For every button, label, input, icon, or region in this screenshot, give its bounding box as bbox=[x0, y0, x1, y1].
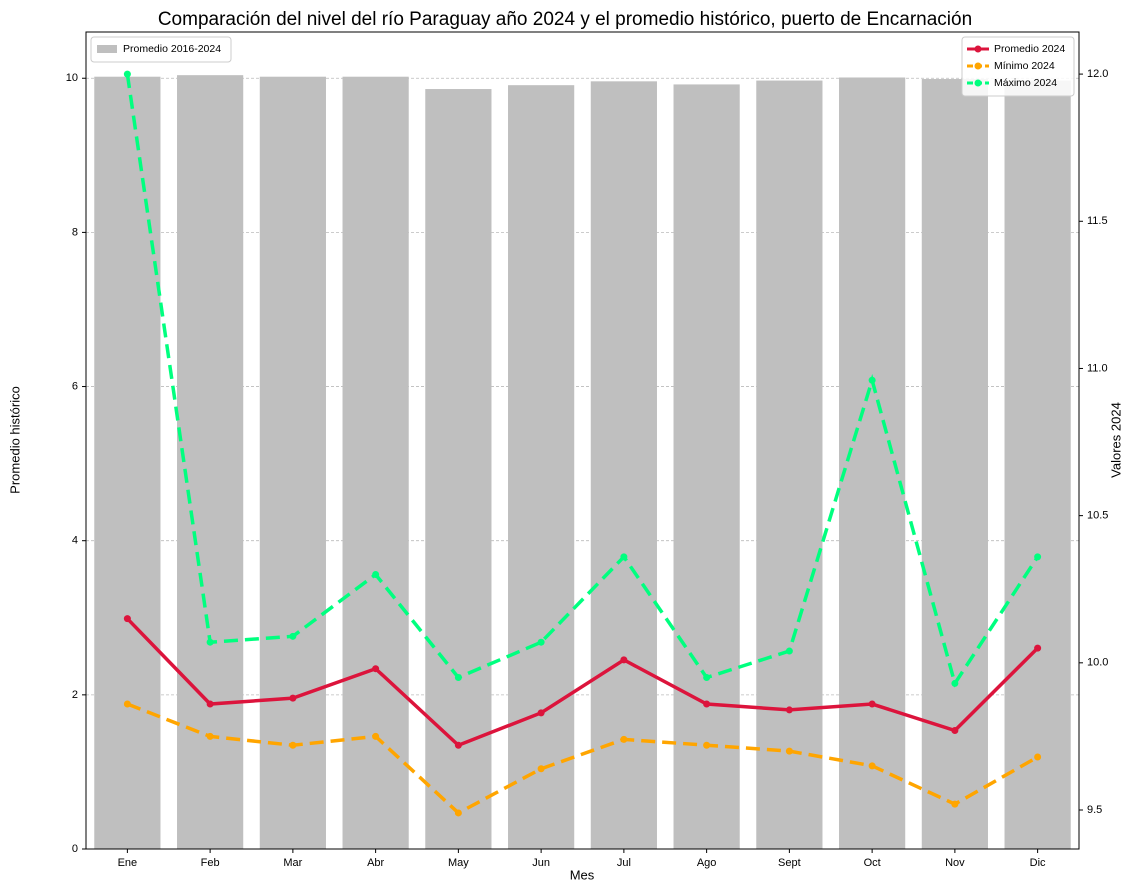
point bbox=[620, 735, 628, 743]
y-tick-label: 8 bbox=[72, 226, 78, 238]
point bbox=[123, 615, 131, 623]
bar bbox=[259, 76, 326, 849]
bar bbox=[921, 79, 988, 849]
y2-tick-label: 11.0 bbox=[1087, 362, 1108, 374]
x-tick-label: Nov bbox=[945, 857, 965, 869]
x-tick-label: Jul bbox=[617, 857, 631, 869]
y-tick-label: 6 bbox=[72, 380, 78, 392]
point bbox=[289, 741, 297, 749]
legend-marker bbox=[974, 45, 982, 53]
point bbox=[868, 376, 876, 384]
legend-swatch bbox=[97, 45, 117, 53]
x-tick-label: Abr bbox=[367, 857, 384, 869]
point bbox=[1034, 753, 1042, 761]
legend-label: Promedio 2016-2024 bbox=[123, 43, 221, 55]
y-tick-label: 4 bbox=[72, 535, 78, 547]
point bbox=[372, 665, 380, 673]
y2-axis-label: Valores 2024 bbox=[1108, 402, 1123, 478]
line bbox=[126, 617, 1039, 748]
point bbox=[123, 70, 131, 78]
legend-box bbox=[90, 36, 232, 63]
point bbox=[868, 700, 876, 708]
point bbox=[620, 553, 628, 561]
x-tick-label: Sept bbox=[778, 857, 801, 869]
bar bbox=[1004, 80, 1071, 849]
point bbox=[454, 809, 462, 817]
point bbox=[206, 732, 214, 740]
x-tick-label: May bbox=[448, 857, 469, 869]
x-axis-label: Mes bbox=[570, 867, 595, 882]
y2-tick-label: 10.0 bbox=[1087, 657, 1108, 669]
x-tick-label: Feb bbox=[201, 857, 220, 869]
point bbox=[537, 638, 545, 646]
legend-marker bbox=[974, 62, 982, 70]
y2-tick-label: 12.0 bbox=[1087, 68, 1108, 80]
point bbox=[785, 747, 793, 755]
point bbox=[1034, 644, 1042, 652]
chart-title: Comparación del nivel del río Paraguay a… bbox=[158, 9, 972, 30]
point bbox=[951, 800, 959, 808]
bar bbox=[756, 80, 823, 849]
bar bbox=[673, 84, 740, 850]
point bbox=[454, 741, 462, 749]
point bbox=[454, 674, 462, 682]
line bbox=[126, 702, 1039, 816]
point bbox=[620, 656, 628, 664]
bar bbox=[342, 76, 409, 849]
point bbox=[785, 647, 793, 655]
point bbox=[289, 694, 297, 702]
bar bbox=[94, 76, 161, 849]
legend-box bbox=[961, 36, 1075, 97]
point bbox=[289, 632, 297, 640]
point bbox=[537, 765, 545, 773]
line bbox=[125, 73, 1040, 688]
legend-marker bbox=[974, 79, 982, 87]
bar bbox=[425, 89, 492, 850]
y-tick-label: 10 bbox=[66, 72, 78, 84]
y2-tick-label: 10.5 bbox=[1087, 510, 1108, 522]
point bbox=[372, 571, 380, 579]
point bbox=[951, 679, 959, 687]
point bbox=[123, 700, 131, 708]
point bbox=[703, 674, 711, 682]
point bbox=[703, 741, 711, 749]
y2-tick-label: 9.5 bbox=[1087, 804, 1102, 816]
point bbox=[951, 727, 959, 735]
point bbox=[537, 709, 545, 717]
bar bbox=[177, 75, 244, 850]
x-tick-label: Ago bbox=[697, 857, 717, 869]
bar bbox=[590, 81, 657, 849]
x-tick-label: Mar bbox=[283, 857, 302, 869]
x-tick-label: Dic bbox=[1030, 857, 1046, 869]
point bbox=[785, 706, 793, 714]
legend-label: Promedio 2024 bbox=[994, 43, 1065, 55]
y-tick-label: 0 bbox=[72, 843, 78, 855]
y2-tick-label: 11.5 bbox=[1087, 215, 1108, 227]
bar bbox=[508, 85, 575, 850]
y-axis-label: Promedio histórico bbox=[7, 386, 22, 494]
legend-label: Máximo 2024 bbox=[994, 77, 1057, 89]
plot-frame bbox=[85, 31, 1080, 850]
point bbox=[206, 638, 214, 646]
point bbox=[868, 762, 876, 770]
x-tick-label: Jun bbox=[532, 857, 550, 869]
x-tick-label: Oct bbox=[864, 857, 881, 869]
x-tick-label: Ene bbox=[118, 857, 138, 869]
legend-label: Mínimo 2024 bbox=[994, 60, 1055, 72]
point bbox=[1034, 553, 1042, 561]
point bbox=[703, 700, 711, 708]
y-tick-label: 2 bbox=[72, 689, 78, 701]
point bbox=[372, 732, 380, 740]
point bbox=[206, 700, 214, 708]
